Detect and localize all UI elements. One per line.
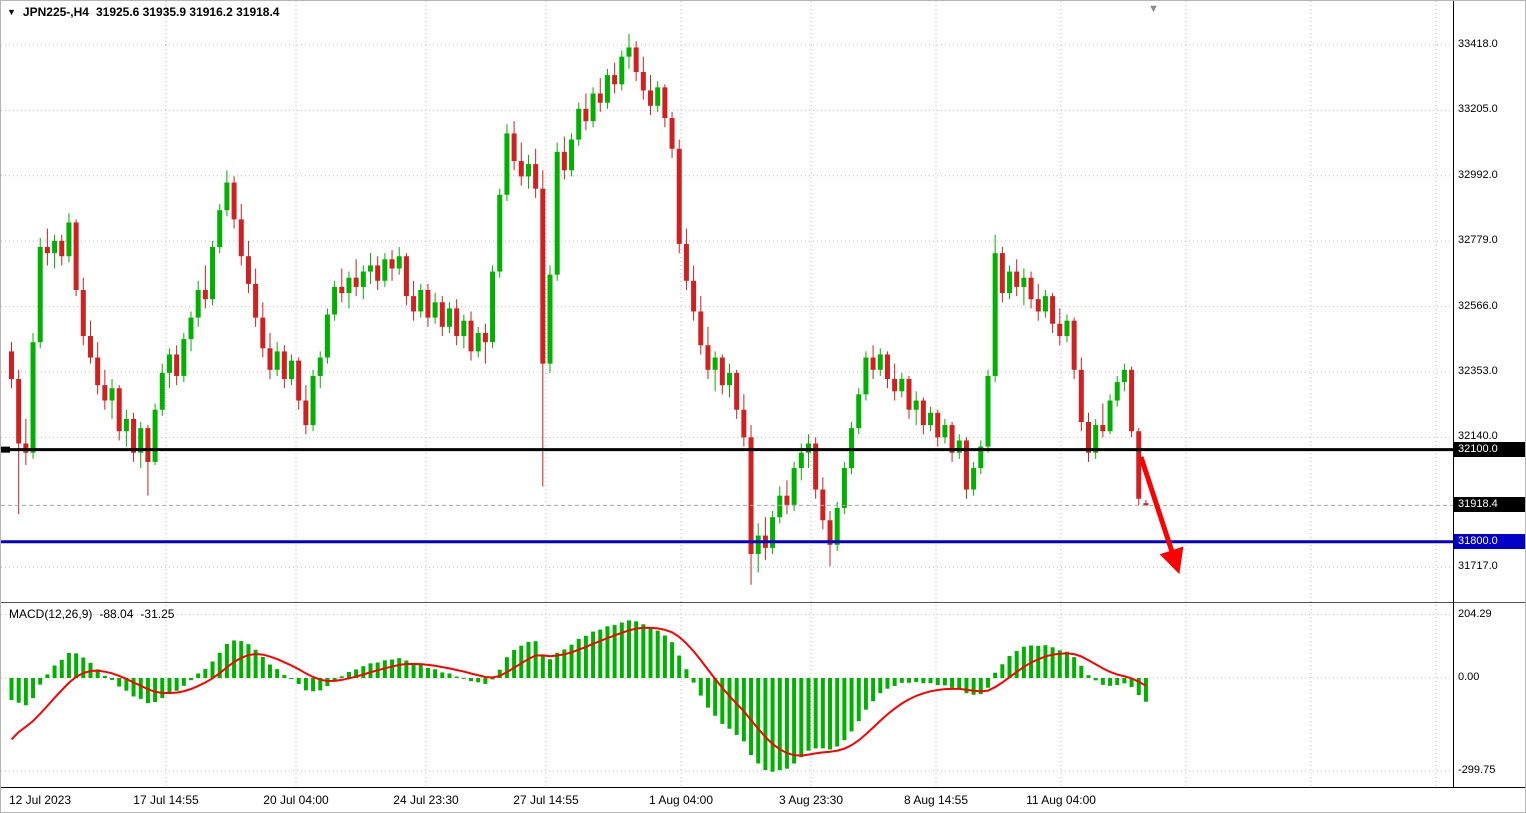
price-tick: 33205.0 (1458, 103, 1498, 116)
time-tick: 24 Jul 23:30 (393, 793, 459, 807)
macd-name: MACD(12,26,9) (9, 607, 93, 621)
macd-tick: 204.29 (1458, 607, 1492, 620)
time-tick: 11 Aug 04:00 (1026, 793, 1096, 807)
grid-layer (1, 1, 1453, 787)
symbol-bar: ▼ JPN225-,H4 31925.6 31935.9 31916.2 319… (7, 5, 279, 19)
price-marker-badge: 32100.0 (1454, 441, 1525, 457)
macd-main-value: -88.04 (99, 607, 134, 621)
price-tick: 32566.0 (1458, 299, 1498, 312)
price-tick: 33418.0 (1458, 38, 1498, 50)
macd-histogram (9, 620, 1148, 772)
ohlc-values: 31925.6 31935.9 31916.2 31918.4 (95, 5, 280, 19)
time-tick: 8 Aug 14:55 (903, 793, 969, 807)
price-tick: 32353.0 (1458, 364, 1498, 377)
sell-direction-arrow[interactable] (1138, 456, 1184, 575)
time-tick: 27 Jul 14:55 (513, 793, 579, 807)
candles-layer (9, 33, 1149, 585)
time-tick: 1 Aug 04:00 (648, 793, 714, 807)
macd-signal-value: -31.25 (140, 607, 175, 621)
time-tick: 20 Jul 04:00 (263, 793, 329, 807)
price-marker-badge: 31800.0 (1454, 533, 1525, 549)
macd-tick: 0.00 (1458, 671, 1480, 683)
time-tick: 17 Jul 14:55 (133, 793, 199, 807)
symbol-timeframe-label: JPN225-,H4 (22, 5, 89, 19)
one-click-expander-icon[interactable]: ▼ (7, 7, 16, 17)
macd-signal-line (10, 626, 1147, 757)
macd-tick: -299.75 (1458, 763, 1496, 776)
chart-shift-marker-icon[interactable]: ▼ (1148, 3, 1159, 15)
price-tick: 32779.0 (1458, 234, 1498, 247)
time-tick: 12 Jul 2023 (9, 793, 72, 807)
hline-anchor (1, 446, 10, 453)
price-marker-badge: 31918.4 (1454, 497, 1525, 513)
chart-area[interactable] (1, 1, 1526, 788)
time-tick: 3 Aug 23:30 (778, 793, 844, 807)
price-tick: 32140.0 (1458, 430, 1498, 443)
price-axis[interactable]: 33418.0 33205.0 32992.0 32779.0 32566.0 32353… (1454, 1, 1525, 787)
time-axis[interactable]: 12 Jul 2023 17 Jul 14:55 20 Jul 04:00 24 Ju… (1, 788, 1525, 812)
price-tick: 31717.0 (1458, 560, 1498, 573)
macd-indicator-label: MACD(12,26,9) -88.04 -31.25 (9, 607, 174, 621)
price-tick: 32992.0 (1458, 168, 1498, 181)
